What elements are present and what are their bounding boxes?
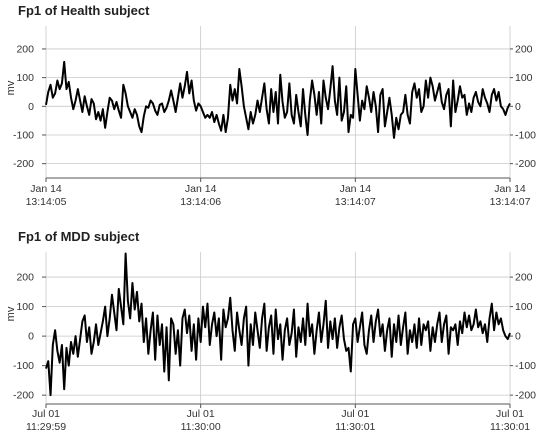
y-tick-label: -200 [13, 390, 34, 402]
health-series-line [45, 60, 511, 139]
x-tick-time: 11:29:59 [26, 421, 66, 433]
health-y-axis-label: mv [5, 80, 17, 95]
x-tick-date: Jul 01 [496, 408, 524, 420]
y-tick-label: 0 [515, 101, 521, 113]
y-tick-label: 100 [515, 72, 533, 84]
mdd-chart-title: Fp1 of MDD subject [18, 229, 140, 244]
health-y-ticks-right: -200 -100 0 100 200 [515, 43, 536, 170]
x-tick-date: Jan 14 [494, 183, 526, 195]
x-tick-date: Jul 01 [32, 408, 60, 420]
mdd-y-axis-label: mv [5, 306, 17, 321]
x-tick-date: Jul 01 [187, 408, 215, 420]
y-tick-label: -200 [13, 158, 34, 170]
mdd-axes [42, 276, 513, 408]
health-y-ticks-left: -200 -100 0 100 200 [13, 43, 34, 170]
y-tick-label: 200 [16, 272, 34, 284]
y-tick-label: 100 [16, 72, 34, 84]
mdd-series-line [45, 252, 511, 397]
y-tick-label: -100 [515, 360, 536, 372]
y-tick-label: 100 [16, 301, 34, 313]
health-axes [42, 48, 513, 182]
y-tick-label: 0 [28, 101, 34, 113]
y-tick-label: -200 [515, 390, 536, 402]
x-tick-date: Jan 14 [30, 183, 62, 195]
x-tick-time: 11:30:01 [335, 421, 375, 433]
health-panel: Fp1 of Health subject -200 -100 0 100 200 -2… [5, 3, 536, 208]
x-tick-time: 11:30:01 [490, 421, 530, 433]
x-tick-time: 11:30:00 [181, 421, 221, 433]
y-tick-label: -100 [515, 129, 536, 141]
x-tick-time: 13:14:06 [180, 196, 221, 208]
y-tick-label: 200 [515, 272, 533, 284]
x-tick-time: 13:14:07 [335, 196, 376, 208]
y-tick-label: 100 [515, 301, 533, 313]
x-tick-time: 13:14:07 [490, 196, 531, 208]
health-chart-title: Fp1 of Health subject [18, 3, 150, 18]
y-tick-label: 0 [28, 331, 34, 343]
y-tick-label: -100 [13, 129, 34, 141]
x-tick-date: Jan 14 [185, 183, 217, 195]
mdd-y-ticks-right: -200 -100 0 100 200 [515, 272, 536, 402]
y-tick-label: -200 [515, 158, 536, 170]
y-tick-label: 0 [515, 331, 521, 343]
y-tick-label: 200 [16, 43, 34, 55]
x-tick-date: Jan 14 [340, 183, 372, 195]
y-tick-label: 200 [515, 43, 533, 55]
x-tick-time: 13:14:05 [26, 196, 67, 208]
mdd-y-ticks-left: -200 -100 0 100 200 [13, 272, 34, 402]
y-tick-label: -100 [13, 360, 34, 372]
x-tick-date: Jul 01 [341, 408, 369, 420]
